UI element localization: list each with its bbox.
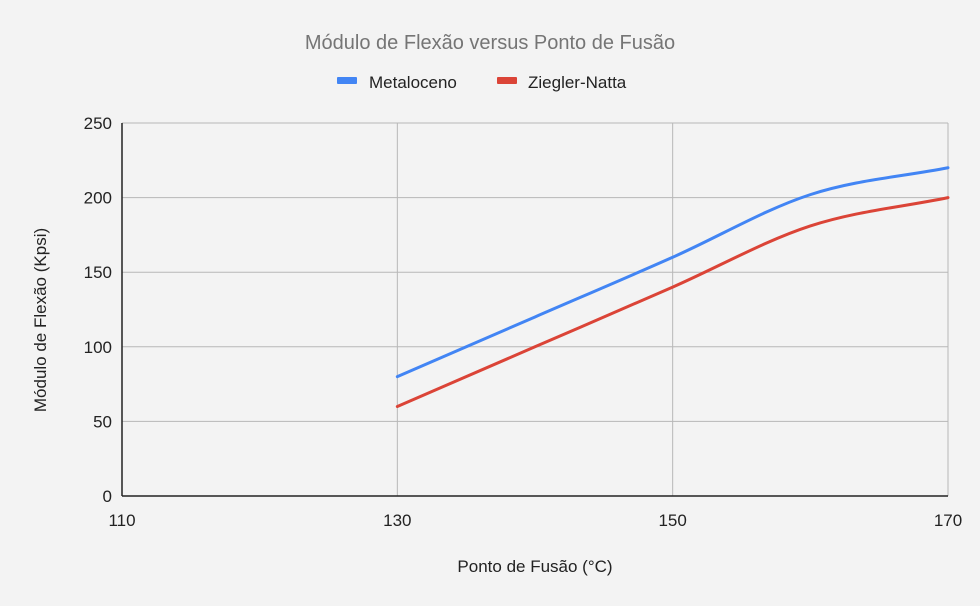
legend-swatch-metaloceno bbox=[337, 77, 357, 84]
x-tick-label: 130 bbox=[383, 511, 411, 530]
y-axis-ticks: 0 50 100 150 200 250 bbox=[84, 114, 112, 506]
y-axis-label: Módulo de Flexão (Kpsi) bbox=[31, 228, 50, 412]
x-axis-label: Ponto de Fusão (°C) bbox=[457, 557, 612, 576]
y-tick-label: 250 bbox=[84, 114, 112, 133]
legend-swatch-ziegler-natta bbox=[497, 77, 517, 84]
legend-label-ziegler-natta: Ziegler-Natta bbox=[528, 73, 627, 92]
legend-label-metaloceno: Metaloceno bbox=[369, 73, 457, 92]
series-lines bbox=[395, 166, 950, 408]
x-tick-label: 170 bbox=[934, 511, 962, 530]
gridlines bbox=[122, 122, 949, 496]
chart-title: Módulo de Flexão versus Ponto de Fusão bbox=[305, 32, 675, 54]
series-line-ziegler-natta[interactable] bbox=[395, 196, 950, 408]
y-tick-label: 200 bbox=[84, 189, 112, 208]
x-tick-label: 150 bbox=[658, 511, 686, 530]
y-tick-label: 150 bbox=[84, 263, 112, 282]
legend-item-metaloceno[interactable]: Metaloceno bbox=[337, 73, 457, 92]
y-tick-label: 100 bbox=[84, 338, 112, 357]
x-tick-label: 110 bbox=[108, 511, 135, 530]
legend: Metaloceno Ziegler-Natta bbox=[337, 73, 627, 92]
legend-item-ziegler-natta[interactable]: Ziegler-Natta bbox=[497, 73, 627, 92]
y-tick-label: 0 bbox=[103, 487, 112, 506]
series-line-metaloceno[interactable] bbox=[395, 166, 950, 379]
x-axis-ticks: 110 130 150 170 bbox=[108, 511, 962, 530]
y-tick-label: 50 bbox=[93, 412, 112, 431]
